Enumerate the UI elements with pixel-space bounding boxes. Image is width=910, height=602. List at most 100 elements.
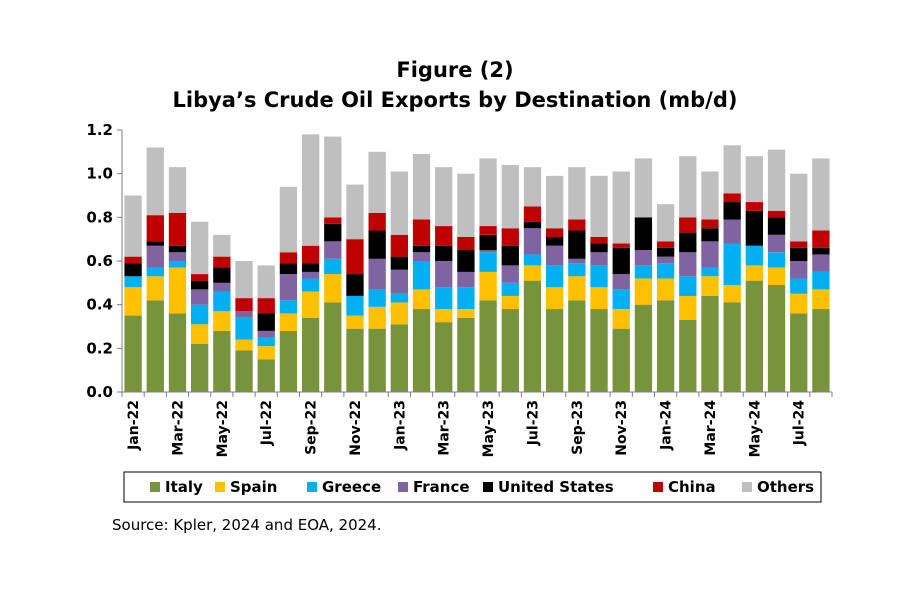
bar-segment-others xyxy=(213,234,231,257)
legend-swatch xyxy=(398,482,408,492)
bar-segment-italy xyxy=(146,300,164,392)
bar-segment-italy xyxy=(346,328,364,392)
bar-stack xyxy=(745,156,763,392)
legend-label: Italy xyxy=(165,478,203,496)
bar-segment-greece xyxy=(745,245,763,266)
bar-segment-greece xyxy=(390,293,408,303)
bars xyxy=(124,134,830,392)
bar-segment-france xyxy=(479,250,497,253)
bar-segment-greece xyxy=(568,263,586,277)
bar-segment-spain xyxy=(812,289,830,310)
bar-segment-united-states xyxy=(701,228,719,242)
bar-segment-china xyxy=(479,226,497,235)
bar-segment-spain xyxy=(368,306,386,329)
bar-segment-spain xyxy=(279,313,298,331)
bar-segment-china xyxy=(191,274,209,281)
bar-segment-italy xyxy=(168,313,187,392)
x-tick-label: Jul-24 xyxy=(792,400,808,447)
bar-segment-united-states xyxy=(457,250,475,272)
bar-segment-italy xyxy=(412,309,431,392)
bar-segment-china xyxy=(213,256,231,268)
y-tick-label: 0.2 xyxy=(86,339,113,357)
bar-segment-italy xyxy=(279,330,298,392)
bar-segment-others xyxy=(168,167,187,213)
bar-segment-spain xyxy=(745,265,763,281)
bar-stack xyxy=(656,204,675,392)
bar-segment-united-states xyxy=(656,247,675,257)
bar-segment-greece xyxy=(546,265,564,288)
bar-segment-others xyxy=(124,195,142,257)
y-tick-label: 0.4 xyxy=(86,296,113,314)
bar-segment-others xyxy=(191,221,209,275)
bar-segment-china xyxy=(124,256,142,264)
legend-swatch xyxy=(483,482,493,492)
bar-segment-spain xyxy=(146,276,164,301)
bar-stack xyxy=(812,158,830,392)
bar-segment-china xyxy=(812,230,830,248)
bar-segment-united-states xyxy=(501,245,519,266)
bar-segment-greece xyxy=(146,267,164,277)
bar-segment-others xyxy=(501,164,519,229)
bar-segment-united-states xyxy=(634,217,653,251)
bar-segment-united-states xyxy=(745,210,763,246)
x-tick-label: Jul-23 xyxy=(526,400,542,446)
legend-item: Greece xyxy=(307,478,381,496)
bar-segment-united-states xyxy=(590,243,608,253)
bar-stack xyxy=(346,184,364,392)
bar-segment-france xyxy=(257,330,275,338)
bar-segment-china xyxy=(146,215,164,242)
bar-segment-italy xyxy=(257,359,275,392)
legend-swatch xyxy=(215,482,225,492)
bar-segment-united-states xyxy=(679,232,697,253)
bar-segment-greece xyxy=(412,261,431,290)
bar-segment-greece xyxy=(124,276,142,288)
legend-swatch xyxy=(653,482,663,492)
bar-segment-china xyxy=(767,210,786,218)
bar-stack xyxy=(679,156,697,392)
x-tick-label: Jan-23 xyxy=(392,400,408,451)
bar-segment-united-states xyxy=(523,221,542,229)
bar-segment-others xyxy=(745,156,763,203)
bar-segment-china xyxy=(235,298,253,312)
bar-segment-china xyxy=(168,212,187,246)
bar-segment-italy xyxy=(790,313,808,392)
bar-segment-united-states xyxy=(767,217,786,235)
bar-segment-greece xyxy=(790,278,808,294)
bar-segment-others xyxy=(412,154,431,220)
bar-segment-france xyxy=(612,274,630,290)
x-tick-label: Sep-23 xyxy=(570,400,586,455)
legend-item: France xyxy=(398,478,470,496)
legend-label: Greece xyxy=(322,478,381,496)
bar-segment-united-states xyxy=(568,230,586,259)
bar-segment-france xyxy=(368,258,386,290)
legend-item: United States xyxy=(483,478,614,496)
bar-segment-china xyxy=(301,245,320,264)
y-axis: 0.0 0.2 0.4 0.6 0.8 1.0 1.2 xyxy=(86,121,123,401)
bar-segment-china xyxy=(745,202,763,211)
bar-segment-italy xyxy=(479,300,497,392)
bar-segment-others xyxy=(679,156,697,218)
bar-segment-france xyxy=(435,261,453,288)
bar-segment-others xyxy=(257,265,275,299)
bar-segment-china xyxy=(612,243,630,248)
bar-segment-united-states xyxy=(279,263,298,275)
bar-stack xyxy=(523,167,542,392)
bar-segment-united-states xyxy=(257,313,275,331)
bar-segment-united-states xyxy=(124,263,142,277)
bar-segment-china xyxy=(368,212,386,231)
bar-segment-spain xyxy=(634,278,653,305)
bar-segment-china xyxy=(590,236,608,244)
bar-segment-france xyxy=(767,234,786,253)
bar-segment-others xyxy=(479,158,497,227)
x-tick-label: Jan-22 xyxy=(126,400,142,451)
bar-segment-greece xyxy=(479,252,497,272)
legend-swatch xyxy=(307,482,317,492)
bar-segment-italy xyxy=(546,309,564,392)
bar-segment-china xyxy=(435,226,453,246)
bar-segment-united-states xyxy=(191,280,209,290)
bar-segment-france xyxy=(168,252,187,261)
bar-stack xyxy=(124,195,142,392)
bar-segment-greece xyxy=(168,261,187,268)
bar-segment-others xyxy=(546,175,564,229)
bar-stack xyxy=(501,164,519,392)
